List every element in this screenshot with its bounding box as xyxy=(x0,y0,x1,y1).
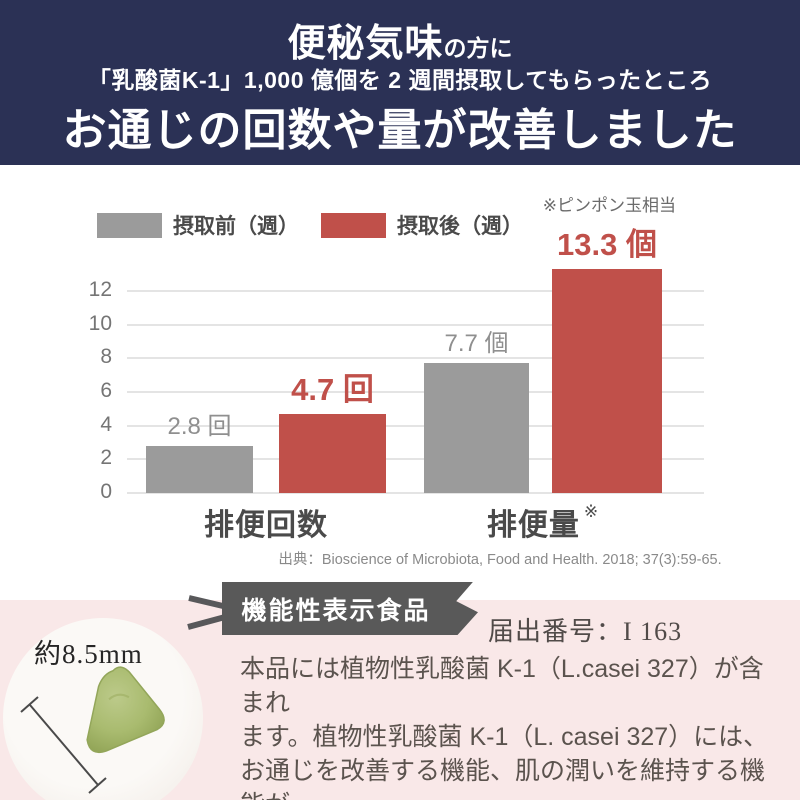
chart-note: ※ピンポン玉相当 xyxy=(542,196,676,215)
bar-after-2 xyxy=(552,269,662,493)
y-axis-tick-label: 8 xyxy=(100,345,112,369)
category-label-1-text: 排便回数 xyxy=(204,509,328,542)
y-axis-tick-label: 12 xyxy=(88,278,112,301)
page-title: お通じの回数や量が改善しました xyxy=(62,106,738,155)
header-line1: 便秘気味の方に xyxy=(0,12,800,67)
y-axis-tick-label: 0 xyxy=(100,480,112,503)
bar-value-label: 13.3 個 xyxy=(557,227,657,263)
bar-value-label: 7.7 個 xyxy=(444,330,509,358)
bar-before-1 xyxy=(146,445,253,493)
bar-value-label: 4.7 回 xyxy=(291,371,374,407)
legend-swatch-before xyxy=(97,212,162,238)
category-label-2: 排便量 ※ xyxy=(424,500,662,544)
legend-label-before: 摂取前（週） xyxy=(173,215,299,238)
category-label-2-text: 排便量 xyxy=(486,509,580,542)
gridline xyxy=(127,323,704,326)
header-line2: 「乳酸菌K-1」1,000 億個を 2 週間摂取してもらったところ xyxy=(87,67,713,93)
y-axis-tick-label: 10 xyxy=(88,311,112,335)
source-citation: 出典：Bioscience of Microbiota, Food and He… xyxy=(278,552,722,568)
legend-item-before: 摂取前（週） xyxy=(97,210,299,240)
gridline xyxy=(127,492,704,494)
gridline xyxy=(127,391,704,393)
product-description: 本品には植物性乳酸菌 K-1（L.casei 327）が含まれ ます。植物性乳酸… xyxy=(240,655,769,800)
functional-food-ribbon: 機能性表示食品 xyxy=(222,582,478,635)
header-line1-main: 便秘気味 xyxy=(287,23,444,65)
y-axis-tick-label: 4 xyxy=(100,412,112,436)
bar-value-label: 2.8 回 xyxy=(167,412,232,440)
legend-item-after: 摂取後（週） xyxy=(321,210,523,240)
gridline xyxy=(127,290,704,292)
header-banner: 便秘気味の方に 「乳酸菌K-1」1,000 億個を 2 週間摂取してもらったとこ… xyxy=(0,0,800,165)
bar-after-1 xyxy=(279,413,386,493)
legend-swatch-after xyxy=(321,212,386,238)
gridline xyxy=(127,458,704,461)
y-axis-tick-label: 6 xyxy=(100,379,112,402)
chart-legend: 摂取前（週） 摂取後（週） xyxy=(97,210,545,240)
tablet-icon xyxy=(86,666,165,754)
bar-before-2 xyxy=(424,363,529,493)
gridline xyxy=(127,424,704,427)
y-axis-tick-label: 2 xyxy=(100,446,112,470)
tablet-size-label: 約8.5mm xyxy=(34,639,143,669)
legend-label-after: 摂取後（週） xyxy=(397,215,523,238)
category-note-mark: ※ xyxy=(583,502,600,521)
category-label-1: 排便回数 xyxy=(146,500,386,544)
functional-food-label: 機能性表示食品 xyxy=(241,596,431,625)
registration-number: 届出番号：I 163 xyxy=(488,617,683,646)
header-line1-sub: の方に xyxy=(443,35,513,61)
gridline xyxy=(127,357,704,360)
measure-line-icon xyxy=(20,696,107,794)
